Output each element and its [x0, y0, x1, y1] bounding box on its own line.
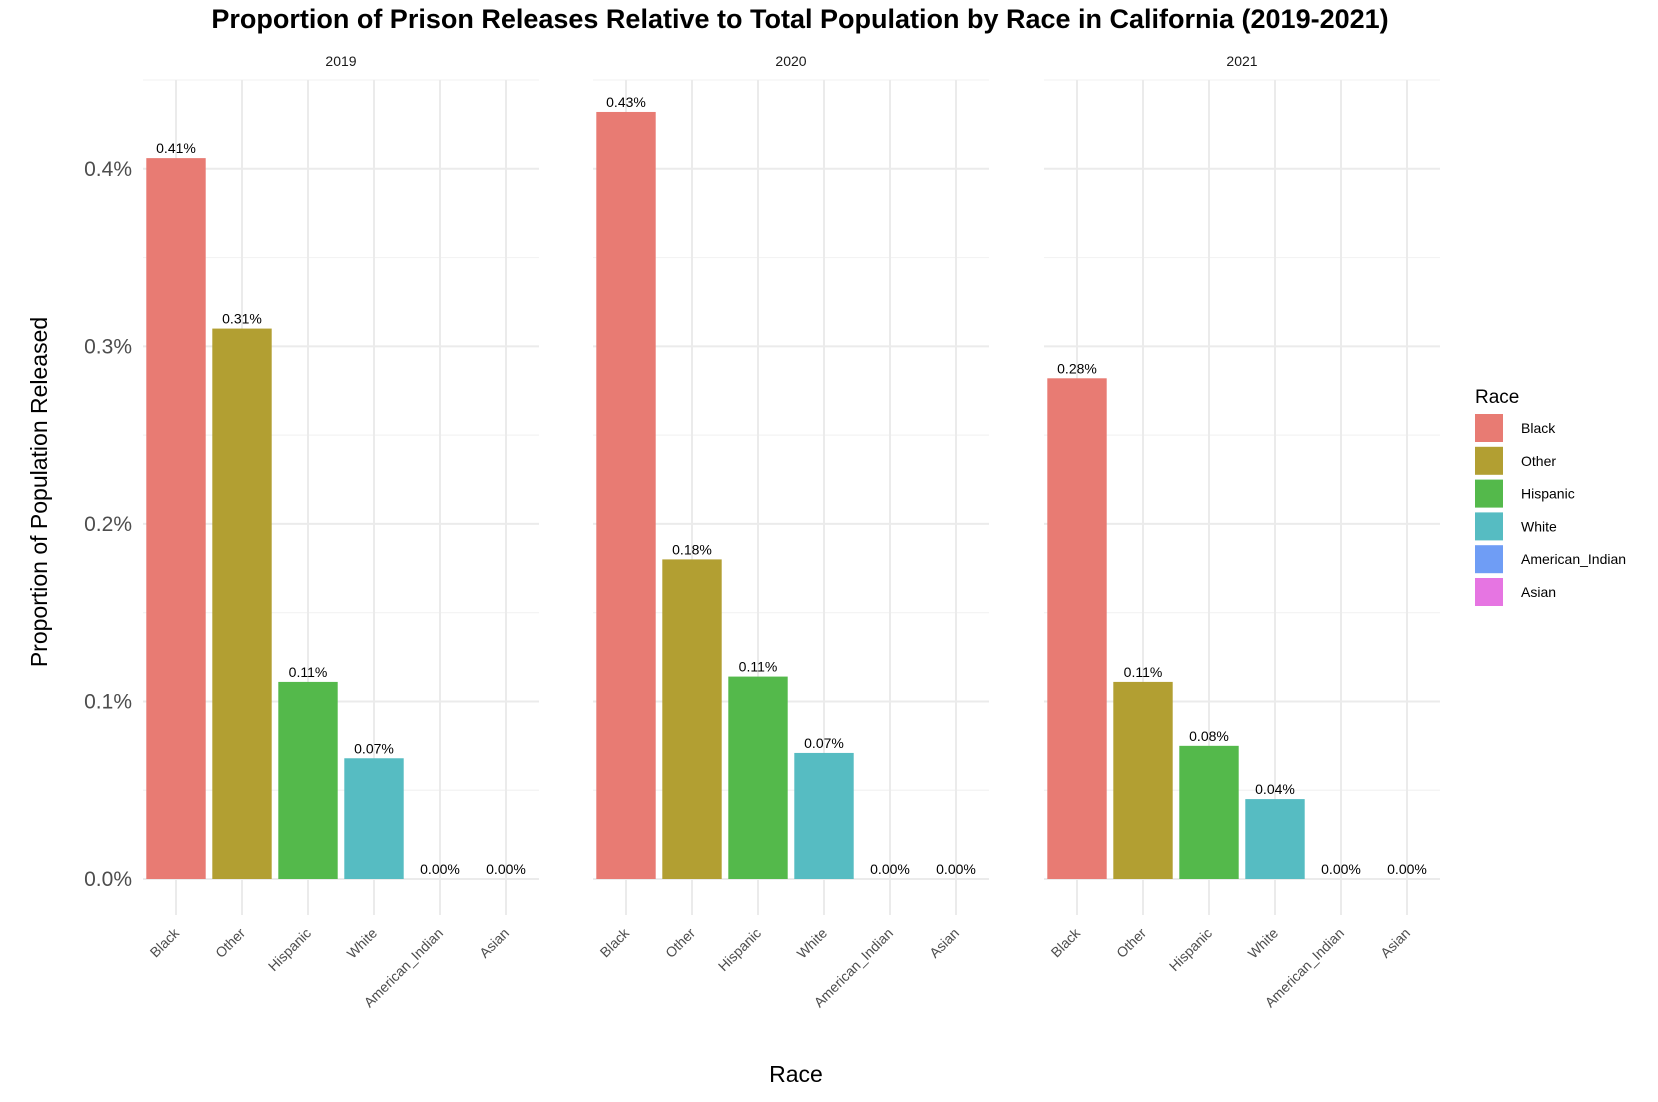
facet-panel-2020: 2020 0.43% Black 0.18% Other 0.11% Hispanic 0.0… [593, 53, 989, 1010]
bar-2021-White [1245, 799, 1305, 879]
legend-swatch [1475, 446, 1503, 475]
y-tick-label: 0.2% [84, 513, 132, 536]
y-tick-label: 0.1% [84, 690, 132, 713]
data-label: 0.04% [1255, 781, 1295, 797]
bar-2019-Black [146, 158, 206, 879]
x-tick-label: White [343, 925, 380, 962]
x-tick-label: Hispanic [1166, 925, 1215, 974]
legend-title: Race [1475, 387, 1519, 408]
facet-panel-2021: 2021 0.28% Black 0.11% Other 0.08% Hispanic 0.0… [1044, 53, 1440, 1010]
data-label: 0.00% [420, 861, 460, 877]
x-tick-label: Asian [926, 925, 962, 961]
x-tick-label: Black [1048, 924, 1084, 960]
x-tick-label: White [1244, 925, 1281, 962]
legend-item-Asian: Asian [1475, 578, 1556, 606]
data-label: 0.11% [289, 664, 328, 680]
legend-swatch [1475, 479, 1503, 508]
bar-2020-Hispanic [728, 676, 788, 879]
facet-strip-label: 2019 [325, 53, 356, 69]
y-axis-title: Proportion of Population Released [26, 317, 52, 667]
legend-label: Asian [1521, 584, 1556, 600]
x-tick-label: Black [147, 924, 183, 960]
legend-label: Black [1521, 420, 1556, 436]
x-tick-label: Other [1113, 925, 1149, 961]
legend-item-Hispanic: Hispanic [1475, 479, 1575, 508]
data-label: 0.00% [870, 861, 910, 877]
legend-label: White [1521, 518, 1557, 534]
data-label: 0.18% [672, 541, 712, 557]
y-tick-label: 0.3% [84, 335, 132, 358]
bar-2019-Hispanic [278, 681, 338, 879]
bar-2020-Black [596, 111, 656, 879]
data-label: 0.00% [1321, 861, 1361, 877]
bar-2020-White [794, 752, 854, 879]
y-tick-label: 0.4% [84, 158, 132, 181]
facet-strip-label: 2020 [775, 53, 806, 69]
x-tick-label: Other [212, 925, 248, 961]
x-tick-label: Other [662, 925, 698, 961]
legend-item-Other: Other [1475, 446, 1556, 475]
data-label: 0.00% [936, 861, 976, 877]
legend-label: Hispanic [1521, 486, 1575, 502]
data-label: 0.07% [804, 735, 844, 751]
facet-panel-2019: 2019 0.41% Black 0.31% Other 0.11% Hispanic 0.0… [143, 53, 539, 1010]
legend-label: American_Indian [1521, 551, 1626, 567]
legend-swatch [1475, 545, 1503, 574]
data-label: 0.08% [1189, 728, 1229, 744]
chart-title: Proportion of Prison Releases Relative t… [211, 4, 1388, 34]
facet-strip-label: 2021 [1226, 53, 1257, 69]
data-label: 0.00% [486, 861, 526, 877]
legend-swatch [1475, 578, 1503, 606]
legend-item-White: White [1475, 512, 1557, 541]
legend-label: Other [1521, 453, 1556, 469]
data-label: 0.00% [1387, 861, 1427, 877]
bar-2019-Other [212, 328, 272, 880]
x-tick-label: Asian [476, 925, 512, 961]
data-label: 0.43% [606, 94, 646, 110]
y-tick-label: 0.0% [84, 868, 132, 891]
legend: Race Black Other Hispanic White American_Ind… [1475, 387, 1626, 606]
legend-item-American_Indian: American_Indian [1475, 545, 1626, 574]
data-label: 0.11% [739, 659, 778, 675]
bar-2019-White [344, 758, 404, 879]
bar-2021-Other [1113, 681, 1173, 879]
x-tick-label: Black [597, 924, 633, 960]
facet-panels: 0.0% 0.1% 0.2% 0.3% 0.4% 2019 0.41% Black 0.31% O… [84, 53, 1440, 1010]
data-label: 0.11% [1124, 664, 1163, 680]
x-tick-label: Hispanic [715, 925, 764, 974]
data-label: 0.28% [1057, 360, 1097, 376]
data-label: 0.07% [354, 740, 394, 756]
x-axis-title: Race [769, 1061, 823, 1087]
bar-2021-Black [1047, 378, 1107, 879]
legend-swatch [1475, 512, 1503, 541]
bar-2021-Hispanic [1179, 745, 1239, 879]
legend-swatch [1475, 414, 1503, 442]
legend-item-Black: Black [1475, 414, 1556, 442]
x-tick-label: Asian [1377, 925, 1413, 961]
data-label: 0.31% [222, 311, 262, 327]
data-label: 0.41% [156, 140, 196, 156]
bar-2020-Other [662, 559, 722, 879]
x-tick-label: Hispanic [265, 925, 314, 974]
x-tick-label: White [793, 925, 830, 962]
